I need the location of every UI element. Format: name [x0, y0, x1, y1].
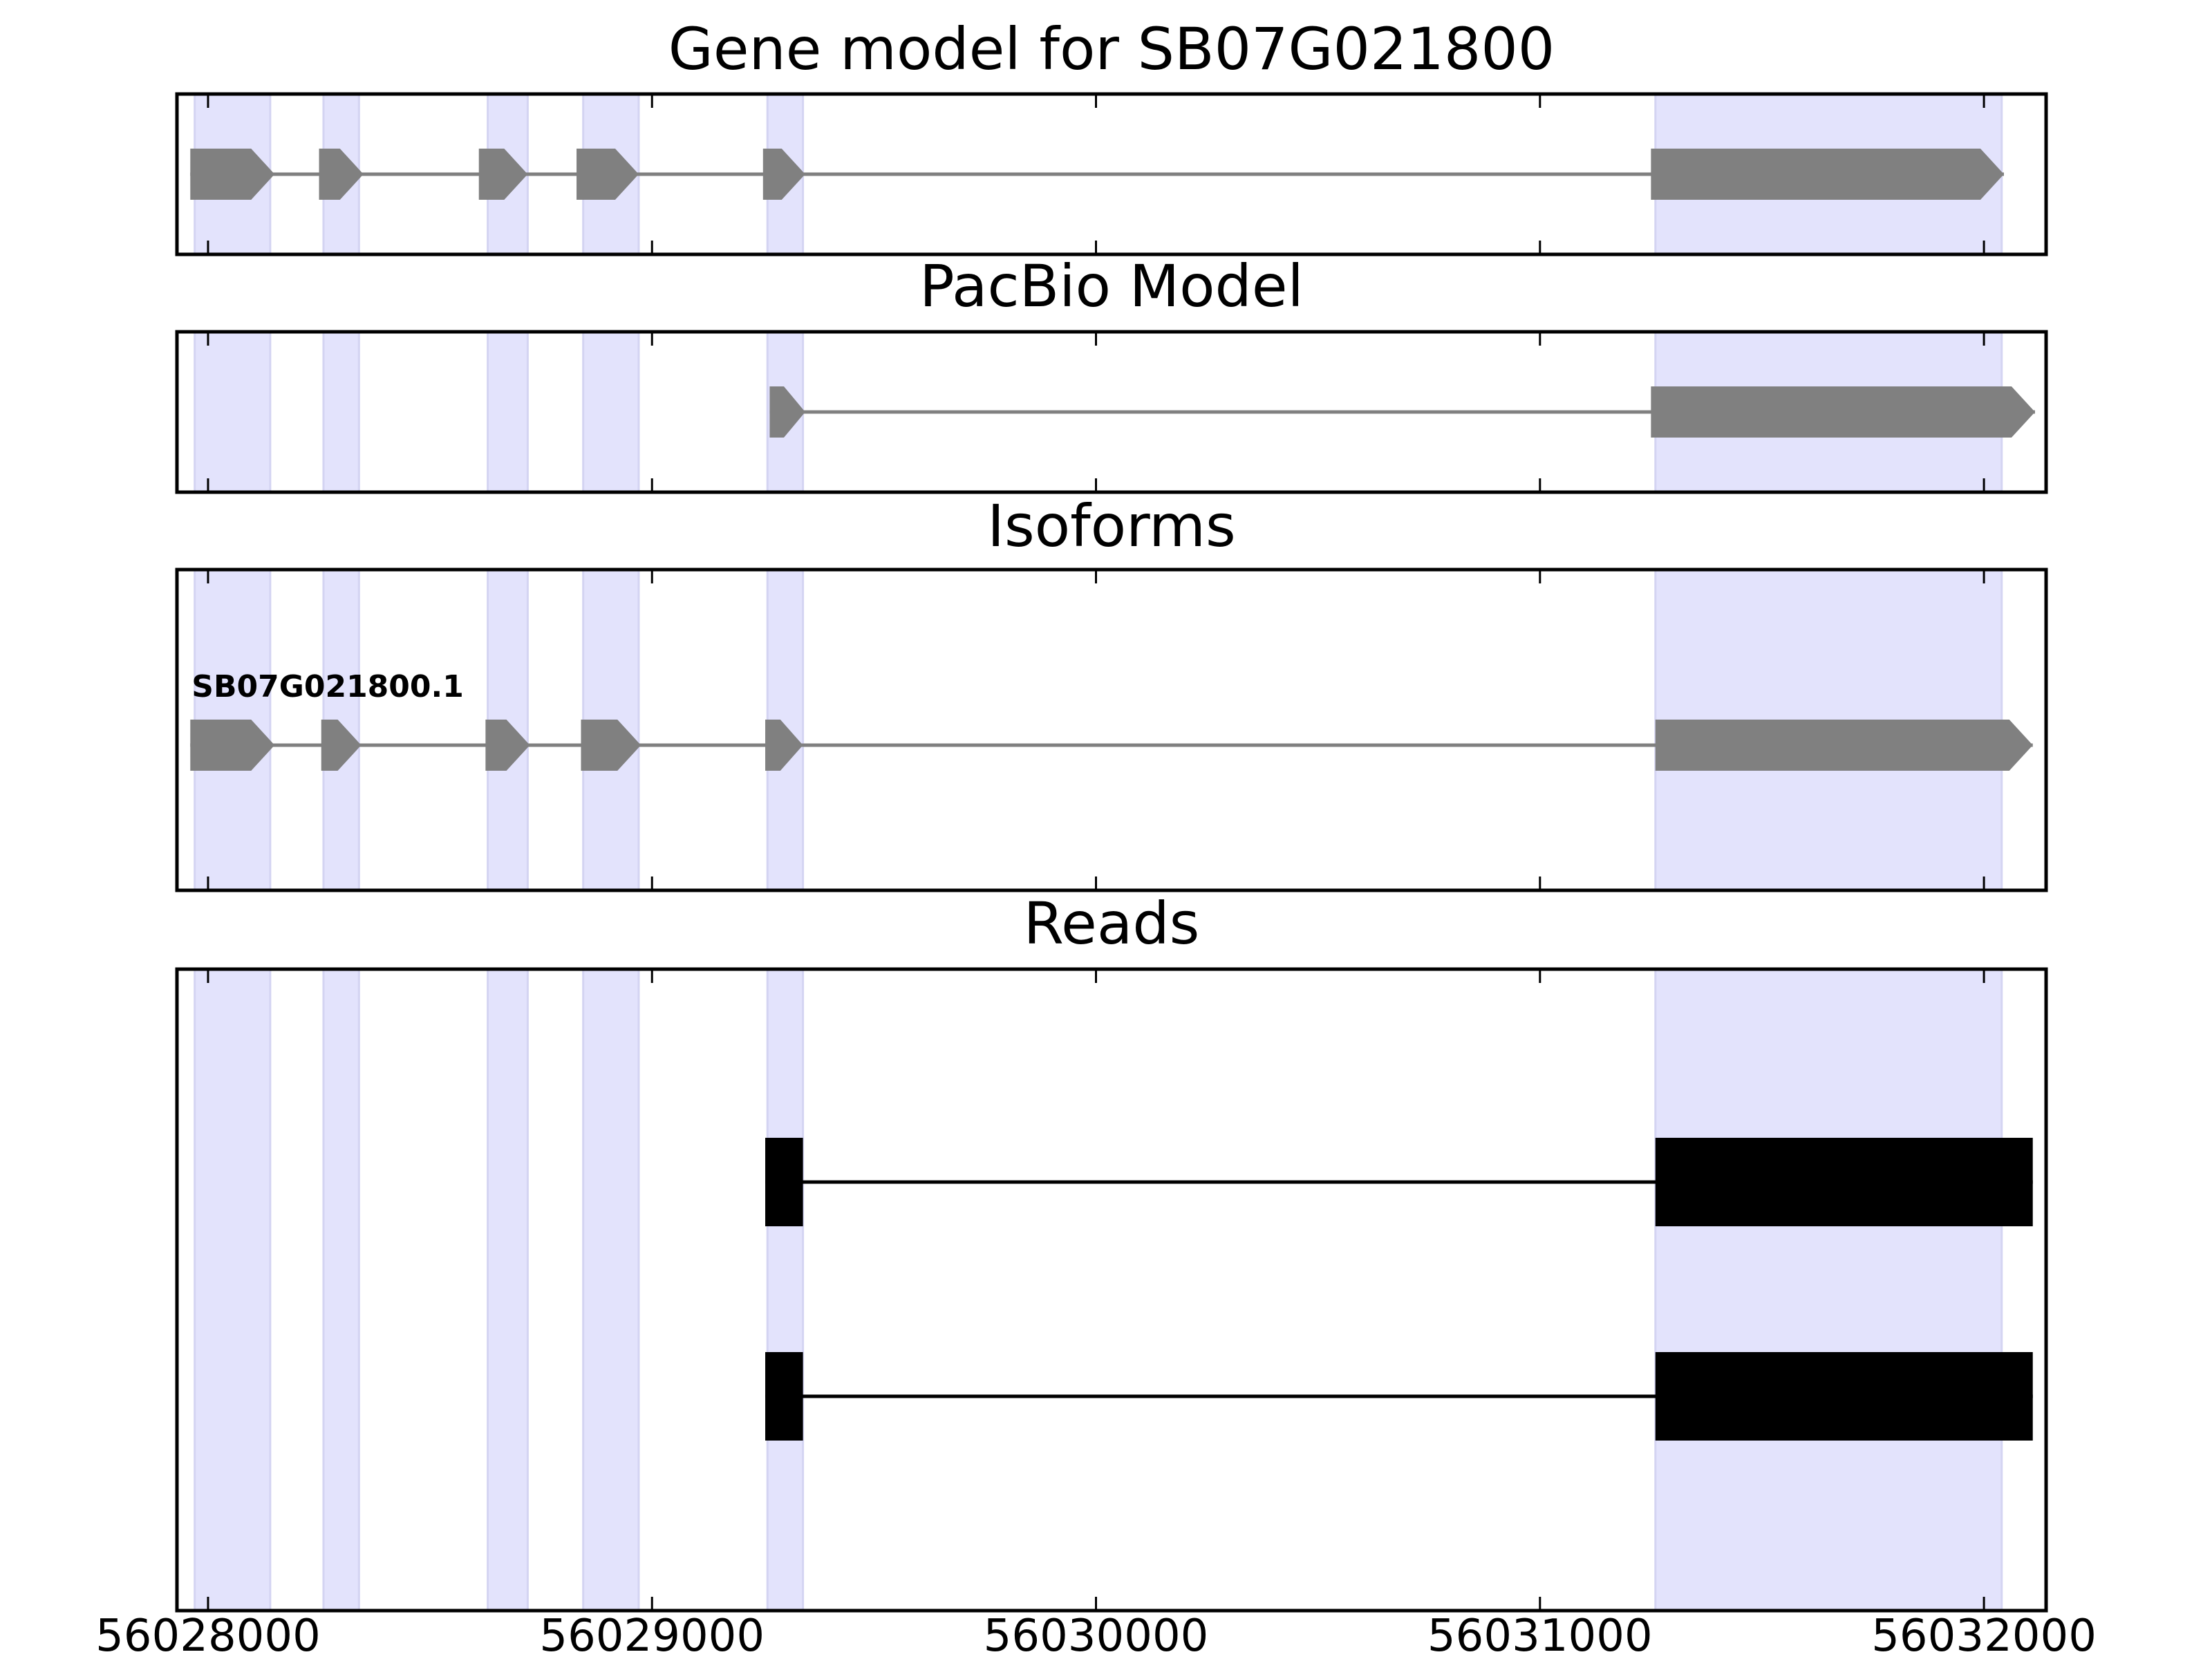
- panel-3: Isoforms SB07G021800.1: [175, 492, 2048, 892]
- panel-1: Gene model for SB07G021800: [175, 15, 2048, 256]
- exon-highlight-band: [487, 968, 529, 1612]
- panel-2: PacBio Model: [175, 252, 2048, 494]
- panel-title: Reads: [1024, 890, 1200, 957]
- panel-title: Isoforms: [987, 492, 1236, 560]
- feature-track: SB07G021800.1: [190, 669, 2033, 771]
- panel-frame: [175, 967, 2048, 1613]
- exon-arrow: [319, 149, 364, 200]
- panel-4: Reads: [175, 890, 2048, 1613]
- panel-frame: [175, 330, 2048, 494]
- panel-frame: [175, 568, 2048, 892]
- exon-arrow: [485, 720, 530, 771]
- read-exon-block: [765, 1138, 803, 1226]
- x-tick-label: 56031000: [1427, 1611, 1653, 1659]
- exon-arrow: [769, 386, 805, 438]
- read-exon-block: [765, 1352, 803, 1441]
- feature-track: [190, 149, 2004, 200]
- feature-track: [765, 1138, 2033, 1226]
- exon-arrow: [1655, 720, 2033, 771]
- panel-frame: [175, 92, 2048, 256]
- exon-highlight-band: [766, 968, 805, 1612]
- exon-arrow: [581, 720, 641, 771]
- feature-track: [769, 386, 2035, 438]
- exon-highlight-band: [487, 330, 529, 494]
- exon-highlight-band: [1654, 968, 2003, 1612]
- exon-highlight-band: [322, 330, 360, 494]
- feature-track: [765, 1352, 2033, 1441]
- exon-arrow: [190, 149, 275, 200]
- x-tick-label: 56028000: [95, 1611, 321, 1659]
- isoform-label: SB07G021800.1: [191, 669, 464, 704]
- panel-title: PacBio Model: [919, 252, 1304, 320]
- exon-highlight-band: [194, 968, 272, 1612]
- exon-arrow: [1651, 386, 2035, 438]
- exon-highlight-band: [322, 968, 360, 1612]
- exon-arrow: [478, 149, 528, 200]
- exon-arrow: [1651, 149, 2004, 200]
- x-tick-label: 56030000: [984, 1611, 1209, 1659]
- exon-arrow: [577, 149, 639, 200]
- exon-arrow: [190, 720, 275, 771]
- read-exon-block: [1655, 1138, 2033, 1226]
- exon-arrow: [321, 720, 362, 771]
- exon-arrow: [762, 149, 805, 200]
- exon-highlight-band: [582, 968, 640, 1612]
- x-axis: 56028000 56029000 56030000 56031000 56032000: [95, 1611, 2097, 1659]
- x-tick-label: 56029000: [539, 1611, 765, 1659]
- panel-title: Gene model for SB07G021800: [668, 15, 1555, 83]
- exon-highlight-band: [582, 330, 640, 494]
- x-tick-label: 56032000: [1871, 1611, 2097, 1659]
- exon-arrow: [765, 720, 803, 771]
- read-exon-block: [1655, 1352, 2033, 1441]
- exon-highlight-band: [194, 330, 272, 494]
- panels-layer: Gene model for SB07G021800 PacBio Model Is…: [95, 15, 2097, 1659]
